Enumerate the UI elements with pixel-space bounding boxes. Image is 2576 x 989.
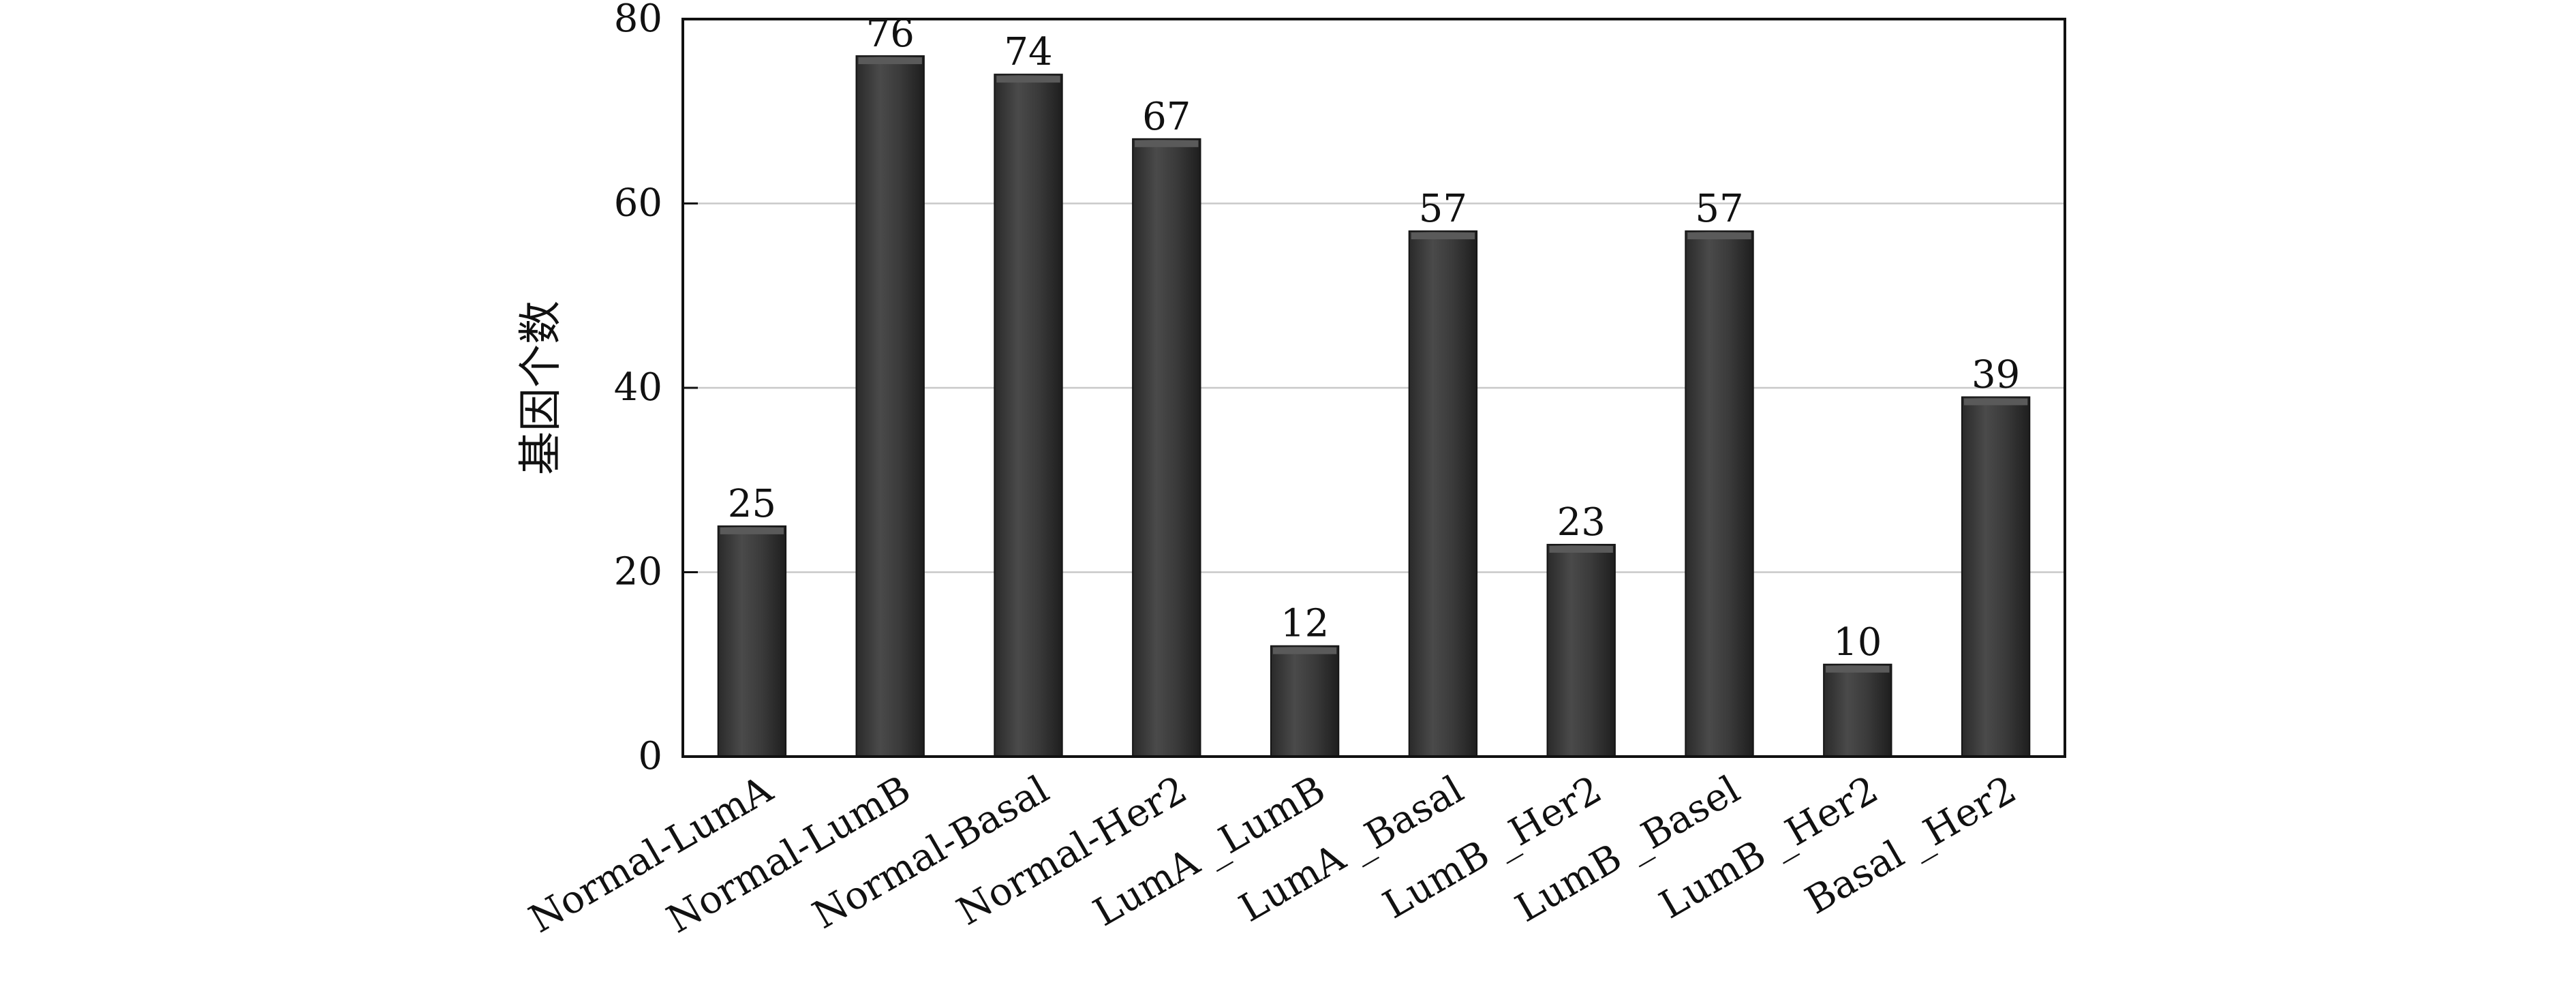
bar-value-label: 67 <box>1142 95 1191 139</box>
bar <box>1132 138 1201 757</box>
bars <box>717 55 2031 758</box>
y-tick-label: 80 <box>614 0 662 41</box>
x-category-label: Normal-LumB <box>660 767 918 942</box>
bar-top-highlight <box>1272 647 1337 654</box>
bar-value-label: 23 <box>1557 500 1606 545</box>
y-tick-label: 60 <box>614 181 662 226</box>
y-tick-label: 20 <box>614 550 662 594</box>
y-tick-label: 0 <box>638 734 662 778</box>
bar <box>1546 543 1616 757</box>
bar-top-highlight <box>1826 665 1890 673</box>
x-category-label: Normal-Her2 <box>950 767 1195 934</box>
bar-top-highlight <box>1549 545 1613 553</box>
bar-value-label: 25 <box>728 482 776 526</box>
bar-top-highlight <box>1687 232 1751 240</box>
bar-top-highlight <box>1135 140 1199 147</box>
x-category-label: Normal-LumA <box>522 767 780 942</box>
bar <box>1408 230 1478 757</box>
y-axis-ticks: 0 20 40 60 80 <box>614 0 698 778</box>
y-axis-title: 基因个数 <box>516 301 566 475</box>
bar-value-label: 76 <box>866 12 915 56</box>
bar-value-label: 12 <box>1281 602 1329 646</box>
bar <box>994 74 1063 757</box>
bar <box>855 55 925 758</box>
bar <box>1270 645 1340 758</box>
bar-value-label: 39 <box>1972 353 2020 397</box>
bar-top-highlight <box>1411 232 1475 240</box>
bar <box>1961 396 2031 757</box>
bar-top-highlight <box>1963 398 2028 406</box>
bar-value-label: 57 <box>1695 187 1743 231</box>
bar <box>1685 230 1754 757</box>
bar-top-highlight <box>720 527 784 534</box>
bar-top-highlight <box>996 76 1060 83</box>
x-category-label: LumA _LumB <box>1086 767 1333 935</box>
x-axis-category-labels: Normal-LumANormal-LumBNormal-BasalNormal… <box>522 767 2024 943</box>
bar-value-label: 74 <box>1004 30 1052 74</box>
bar-top-highlight <box>858 57 922 65</box>
data-labels: 25 76 74 67 12 57 23 57 10 39 <box>728 12 2020 665</box>
y-tick-label: 40 <box>614 365 662 410</box>
bar-value-label: 10 <box>1833 620 1882 665</box>
bar-value-label: 57 <box>1419 187 1467 231</box>
bar <box>717 525 787 757</box>
x-category-label: Normal-Basal <box>806 767 1056 938</box>
bar <box>1823 663 1892 757</box>
